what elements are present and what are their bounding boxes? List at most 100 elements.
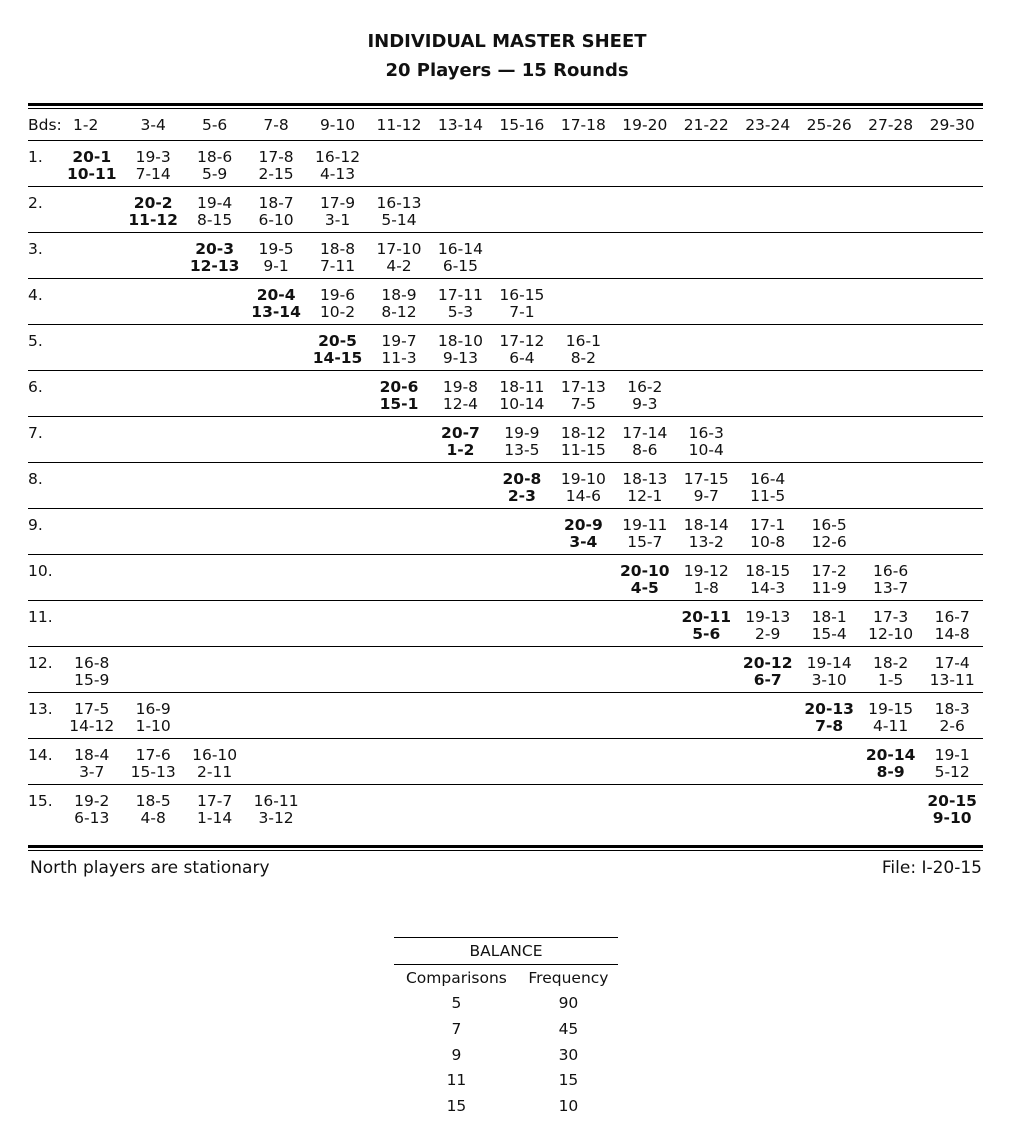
ew-pair: 6-7 [753,671,782,689]
table-cell: 16-11 3-12 [245,785,306,831]
table-cell [798,462,860,509]
ns-pair: 16-10 [192,746,238,764]
table-cell [552,140,615,187]
table-cell: 19-10 14-6 [552,462,615,509]
table-cell [122,600,184,647]
table-cell [921,462,983,509]
table-cell: 19-2 6-13 [61,785,122,831]
ew-pair: 12-1 [627,487,663,505]
table-cell [736,416,799,463]
ns-pair: 18-6 [197,148,233,166]
table-cell [736,232,799,279]
ns-pair: 16-15 [499,286,545,304]
table-cell [183,416,246,463]
table-cell [859,324,922,371]
table-cell [429,646,492,693]
table-cell [798,232,860,279]
table-cell [183,462,246,509]
ew-pair: 4-13 [319,165,356,183]
ns-pair: 16-3 [688,424,724,442]
round-row: 14. 18-4 3-7 17-6 15-13 16-10 2-11 20-14 8-9 19-1… [28,738,983,785]
ns-pair: 19-9 [504,424,540,442]
table-cell: 19-9 13-5 [491,416,553,463]
table-cell [614,278,676,325]
table-cell: 19-11 15-7 [614,508,676,555]
ew-pair: 15-7 [627,533,663,551]
table-cell [921,232,983,279]
table-cell: 19-1 5-12 [921,738,983,785]
table-cell [122,508,184,555]
table-cell [306,600,369,647]
ew-pair: 12-10 [868,625,914,643]
table-cell: 18-9 8-12 [368,278,430,325]
ew-pair: 9-1 [263,257,289,275]
ns-pair: 20-11 [681,608,732,626]
ew-pair: 10-2 [319,303,356,321]
ns-pair: 17-7 [197,792,233,810]
round-label: 2. [28,186,61,233]
ew-pair: 7-11 [319,257,356,275]
table-cell: 20-2 11-12 [122,186,184,233]
table-cell: 18-2 1-5 [859,646,922,693]
ns-pair: 17-12 [499,332,545,350]
board-header: 9-10 [306,110,369,141]
table-cell: 20-8 2-3 [491,462,553,509]
ns-pair: 16-13 [376,194,422,212]
table-cell: 18-4 3-7 [61,738,123,785]
table-cell: 16-8 15-9 [61,646,123,693]
table-cell [183,370,246,417]
table-cell: 19-14 3-10 [798,646,860,693]
table-cell [921,370,983,417]
round-row: 3. 20-3 12-13 19-5 9-1 18-8 7-11 17-10 4-2 16-14 6… [28,232,983,279]
table-cell [306,508,369,555]
ew-pair: 9-13 [442,349,479,367]
ew-pair: 3-1 [324,211,351,229]
ns-pair: 16-7 [934,608,970,626]
table-cell [675,738,737,785]
comparisons-value: 9 [451,1045,462,1064]
table-cell [614,140,676,187]
round-label: 1. [28,140,61,187]
table-cell [245,738,307,785]
table-cell [368,738,430,785]
table-cell [430,785,491,831]
table-cell: 17-11 5-3 [429,278,492,325]
table-cell: 20-4 13-14 [245,278,307,325]
table-cell: 16-14 6-15 [429,232,492,279]
ns-pair: 20-3 [195,240,235,258]
ns-pair: 19-7 [381,332,417,350]
table-cell [368,508,430,555]
ns-pair: 18-4 [74,746,110,764]
ns-pair: 20-12 [742,654,793,672]
table-cell [122,554,184,601]
table-cell [368,692,430,739]
bottom-double-rule [28,845,983,851]
table-cell: 18-13 12-1 [614,462,676,509]
table-cell: 18-11 10-14 [491,370,553,417]
ns-pair: 17-10 [376,240,422,258]
ns-pair: 20-6 [379,378,419,396]
boards-label: Bds: [28,110,62,141]
ns-pair: 17-5 [74,700,110,718]
table-cell [552,600,615,647]
table-cell [306,646,369,693]
table-cell [61,324,123,371]
ns-pair: 19-1 [934,746,970,764]
table-cell [306,462,369,509]
ns-pair: 16-14 [437,240,483,258]
ns-pair: 19-14 [806,654,852,672]
table-cell: 19-8 12-4 [429,370,492,417]
round-row: 6. 20-6 15-1 19-8 12-4 18-11 10-14 17-13 7-5 16-2… [28,370,983,417]
table-cell [552,646,615,693]
table-cell [859,186,922,233]
ns-pair: 20-15 [927,792,977,810]
table-cell [61,600,123,647]
table-cell: 20-12 6-7 [736,646,799,693]
balance-row: 7 45 [394,1016,618,1042]
table-cell [61,278,123,325]
frequency-value: 30 [558,1045,579,1064]
table-cell [491,508,553,555]
balance-row: 9 30 [394,1042,618,1068]
table-cell: 16-5 12-6 [798,508,860,555]
ew-pair: 13-14 [251,303,301,321]
